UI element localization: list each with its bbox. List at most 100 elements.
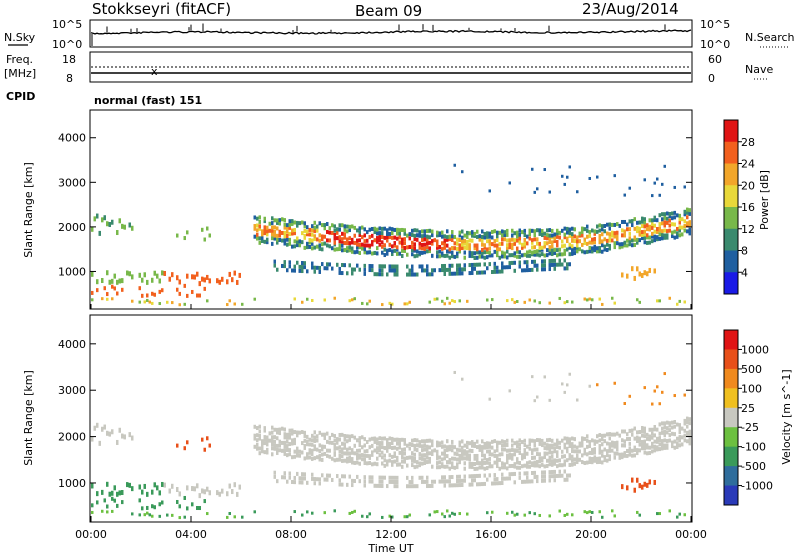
- velocity-cell: [656, 439, 659, 444]
- power-cell: [661, 232, 664, 237]
- power-cell: [663, 212, 666, 217]
- power-cell: [283, 241, 286, 246]
- velocity-cell: [558, 469, 561, 474]
- power-cell: [386, 248, 389, 253]
- power-cell: [663, 228, 666, 233]
- power-cell: [333, 232, 336, 237]
- power-cell: [578, 239, 581, 244]
- power-cell: [381, 231, 384, 236]
- velocity-cell: [313, 430, 316, 435]
- power-cell: [598, 240, 601, 245]
- power-cell: [308, 232, 311, 237]
- power-cell: [263, 231, 266, 236]
- velocity-cell: [488, 473, 491, 478]
- power-cell: [531, 228, 534, 233]
- velocity-cell: [553, 474, 556, 479]
- power-cell: [116, 291, 119, 296]
- power-cell: [676, 231, 679, 236]
- velocity-cell: [283, 448, 286, 453]
- power-cell: [451, 271, 454, 276]
- velocity-cell: [646, 443, 649, 448]
- velocity-cell: [581, 453, 584, 458]
- power-cell: [563, 232, 566, 237]
- power-cell: [296, 223, 299, 228]
- power-cell: [333, 228, 336, 233]
- power-cell: [426, 241, 429, 246]
- power-cell: [688, 211, 691, 216]
- power-cell: [623, 233, 626, 238]
- velocity-cell: [326, 473, 329, 478]
- velocity-cell: [511, 438, 514, 443]
- velocity-cell: [318, 481, 321, 486]
- power-cell: [621, 228, 624, 233]
- power-cell: [471, 262, 474, 267]
- velocity-cell: [553, 478, 556, 483]
- power-cell: [616, 236, 619, 241]
- power-cell: [558, 230, 561, 235]
- velocity-cell: [426, 438, 429, 443]
- velocity-cell: [478, 465, 481, 470]
- velocity-cell: [363, 457, 366, 462]
- power-cell: [518, 232, 521, 237]
- velocity-cell: [686, 439, 689, 444]
- power-cell: [358, 232, 361, 237]
- power-cell: [458, 249, 461, 254]
- power-cell: [273, 233, 276, 238]
- velocity-cell: [93, 425, 96, 431]
- velocity-cell: [351, 478, 354, 483]
- velocity-cell: [601, 433, 604, 438]
- power-cell: [178, 279, 181, 285]
- power-cell: [391, 244, 394, 249]
- velocity-cell: [513, 462, 516, 467]
- power-cell: [371, 242, 374, 247]
- velocity-cell: [298, 476, 301, 481]
- velocity-cell: [406, 515, 409, 519]
- power-cell: [303, 221, 306, 226]
- velocity-cell: [171, 483, 174, 489]
- power-cell: [616, 241, 619, 246]
- power-cell: [503, 233, 506, 238]
- power-cell: [463, 255, 466, 260]
- velocity-cell: [316, 455, 319, 460]
- power-cell: [468, 271, 471, 276]
- power-cell: [591, 249, 594, 254]
- velocity-cell: [643, 429, 646, 434]
- power-cell: [596, 224, 599, 229]
- velocity-cell: [401, 464, 404, 469]
- velocity-cell: [261, 446, 264, 451]
- power-cell: [601, 227, 604, 232]
- power-cell: [368, 264, 371, 269]
- velocity-cell: [261, 442, 264, 447]
- power-cell: [643, 217, 646, 222]
- power-cell: [303, 228, 306, 233]
- power-cell: [558, 252, 561, 257]
- power-cell: [388, 235, 391, 240]
- power-cell: [538, 301, 541, 305]
- velocity-cell: [666, 426, 669, 431]
- velocity-cell: [406, 443, 409, 448]
- power-cell: [146, 298, 149, 302]
- power-cell: [421, 242, 424, 247]
- velocity-cell: [568, 437, 571, 442]
- velocity-cell: [478, 461, 481, 466]
- power-cell: [118, 278, 121, 284]
- power-cell: [408, 244, 411, 249]
- power-cell: [636, 298, 639, 302]
- velocity-cells: [91, 370, 691, 520]
- velocity-cell: [508, 464, 511, 469]
- power-cell: [626, 243, 629, 248]
- velocity-cell: [516, 444, 519, 449]
- velocity-cell: [651, 435, 654, 440]
- velocity-cell: [683, 393, 686, 397]
- velocity-cell: [543, 478, 546, 483]
- velocity-cell: [408, 513, 411, 517]
- velocity-cell: [543, 451, 546, 456]
- velocity-cell: [183, 495, 186, 500]
- power-cell: [608, 235, 611, 240]
- power-cell: [403, 237, 406, 242]
- power-cell: [618, 223, 621, 228]
- velocity-cell: [563, 390, 566, 394]
- power-cell: [556, 243, 559, 248]
- power-cell: [356, 228, 359, 233]
- power-cell: [516, 234, 519, 239]
